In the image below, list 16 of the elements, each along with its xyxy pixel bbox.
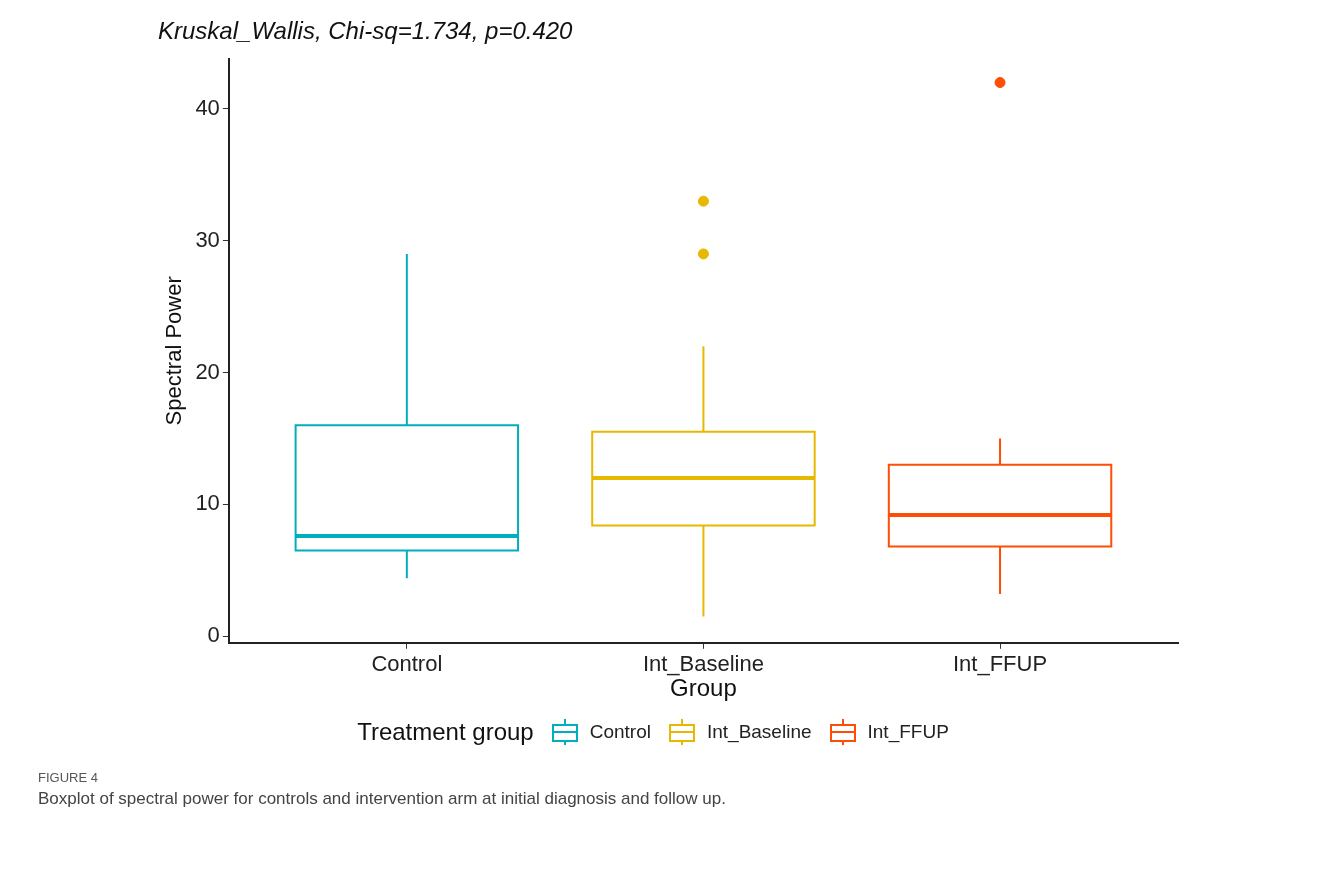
caption: FIGURE 4 [38, 770, 99, 785]
legend-label: Control [589, 721, 651, 743]
y-tick-label: 30 [195, 226, 220, 252]
chart-title: Kruskal_Wallis, Chi-sq=1.734, p=0.420 [158, 17, 574, 45]
text: Boxplot of spectral power for controls and intervention arm at initial diagnosis and follow up. [38, 789, 727, 809]
legend-label: Int_Baseline [706, 721, 812, 743]
x-tick-label: Int_FFUP [952, 651, 1048, 677]
y-tick-label: 0 [207, 622, 220, 648]
y-tick-label: 20 [195, 358, 220, 384]
y-tick-label: 10 [195, 490, 220, 516]
x-tick-label: Control [371, 651, 443, 677]
y-tick-label: 40 [195, 94, 220, 120]
y-axis-title: Spectral Power [161, 276, 187, 426]
legend-title: Treatment group [357, 718, 534, 746]
x-tick-label: Int_Baseline [642, 651, 764, 677]
legend-label: Int_FFUP [867, 721, 949, 743]
